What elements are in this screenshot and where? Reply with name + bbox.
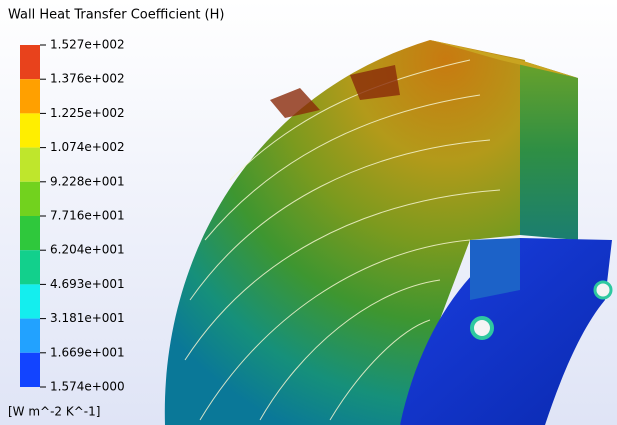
legend-label: 1.527e+002 — [50, 38, 125, 52]
legend-label: 1.574e+000 — [50, 380, 125, 394]
legend-swatch — [20, 45, 40, 80]
legend-swatch — [20, 318, 40, 353]
legend-swatch — [20, 352, 40, 387]
color-legend: 1.527e+002 1.376e+002 1.225e+002 1.074e+002… — [20, 38, 125, 394]
hole — [470, 316, 494, 340]
legend-label: 1.074e+002 — [50, 140, 125, 154]
contour-line — [329, 319, 431, 421]
legend-label: 9.228e+001 — [50, 174, 125, 188]
contour-line — [204, 94, 481, 241]
contour-line — [189, 139, 491, 301]
legend-swatch — [20, 250, 40, 285]
legend-label: 3.181e+001 — [50, 311, 125, 325]
legend-label: 1.225e+002 — [50, 106, 125, 120]
legend-unit: [W m^-2 K^-1] — [8, 405, 100, 419]
side-face — [520, 60, 578, 240]
legend-swatch — [20, 147, 40, 182]
contour-line — [259, 279, 441, 421]
legend-label: 6.204e+001 — [50, 243, 125, 257]
model — [164, 40, 613, 425]
legend-label: 7.716e+001 — [50, 209, 125, 223]
legend-title: Wall Heat Transfer Coefficient (H) — [8, 8, 224, 23]
contour-line — [184, 189, 501, 361]
legend-swatch — [20, 79, 40, 114]
contour-line — [199, 239, 471, 421]
contour-line — [229, 59, 471, 181]
legend-swatch — [20, 216, 40, 251]
legend-label: 1.376e+002 — [50, 72, 125, 86]
legend-label: 1.669e+001 — [50, 345, 125, 359]
legend-label: 4.693e+001 — [50, 277, 125, 291]
legend-swatch — [20, 113, 40, 148]
hot-spot — [270, 88, 320, 118]
top-face — [430, 40, 578, 78]
legend-swatch — [20, 284, 40, 319]
hole — [593, 280, 613, 300]
inner-face — [470, 238, 520, 300]
inner-surface — [400, 238, 612, 425]
legend-swatch — [20, 181, 40, 216]
hot-spot — [350, 65, 400, 100]
